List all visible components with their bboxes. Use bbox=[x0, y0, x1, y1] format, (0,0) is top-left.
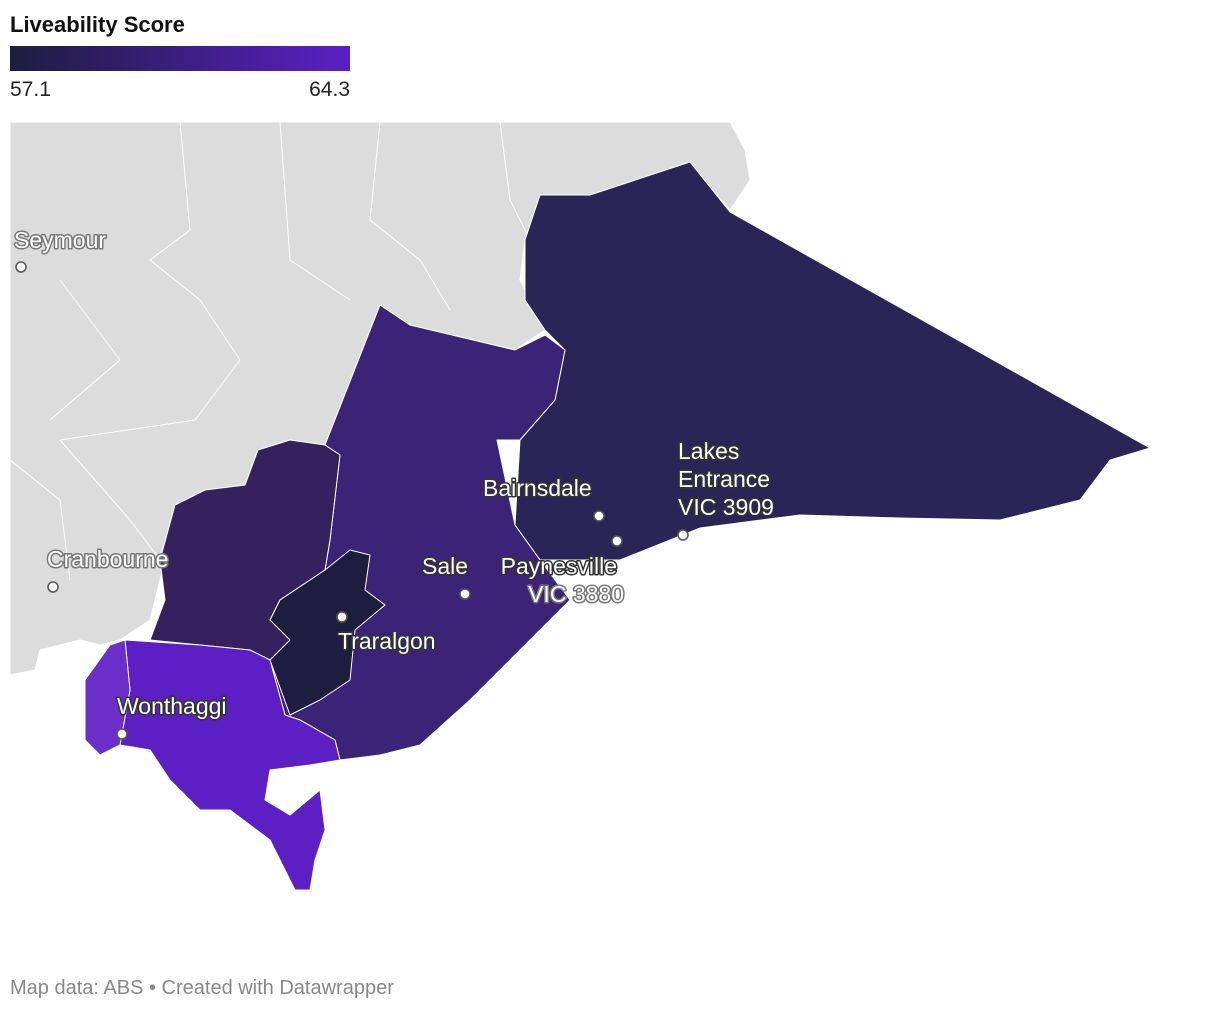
place-label: Bairnsdale bbox=[483, 475, 592, 501]
place-dot bbox=[15, 261, 27, 273]
label-line: VIC 3909 bbox=[678, 494, 774, 520]
region bbox=[84, 639, 131, 756]
label-line: Lakes bbox=[678, 438, 739, 464]
legend-gradient bbox=[10, 46, 350, 71]
legend-title: Liveability Score bbox=[10, 12, 185, 37]
footer: Map data: ABS • Created with Datawrapper bbox=[10, 977, 394, 999]
place-label: Wonthaggi bbox=[117, 693, 227, 719]
place-label: Seymour bbox=[14, 227, 106, 253]
legend-max: 64.3 bbox=[309, 78, 350, 101]
label-line: VIC 3880 bbox=[528, 581, 624, 607]
boundary bbox=[9, 121, 531, 581]
label-line: Wonthaggi bbox=[117, 693, 227, 719]
place-dot bbox=[336, 611, 348, 623]
label-line: Bairnsdale bbox=[483, 475, 592, 501]
legend-min: 57.1 bbox=[10, 78, 51, 101]
place-dot bbox=[116, 728, 128, 740]
map bbox=[9, 121, 1152, 891]
place-dot bbox=[677, 529, 689, 541]
place-label: Traralgon bbox=[338, 628, 436, 654]
label-line: Paynesville bbox=[501, 553, 617, 579]
label-line: Seymour bbox=[14, 227, 106, 253]
places: Seymour Cranbourne Bairnsdale Lakes Entra… bbox=[13, 226, 775, 740]
label-line: Sale bbox=[422, 553, 468, 579]
place-dot bbox=[47, 581, 59, 593]
label-line: Traralgon bbox=[338, 628, 436, 654]
region bbox=[514, 161, 1152, 561]
region bbox=[119, 639, 341, 891]
place-label: Lakes Entrance VIC 3909 bbox=[678, 438, 774, 520]
region bbox=[269, 549, 386, 716]
place-dot bbox=[611, 535, 623, 547]
place-label: Cranbourne bbox=[47, 546, 168, 572]
label-line: Cranbourne bbox=[47, 546, 168, 572]
place-label: Paynesville VIC 3880 bbox=[501, 553, 624, 607]
place-dot bbox=[593, 510, 605, 522]
label-line: Entrance bbox=[678, 466, 770, 492]
place-label: Sale bbox=[422, 553, 468, 579]
place-dot bbox=[459, 588, 471, 600]
